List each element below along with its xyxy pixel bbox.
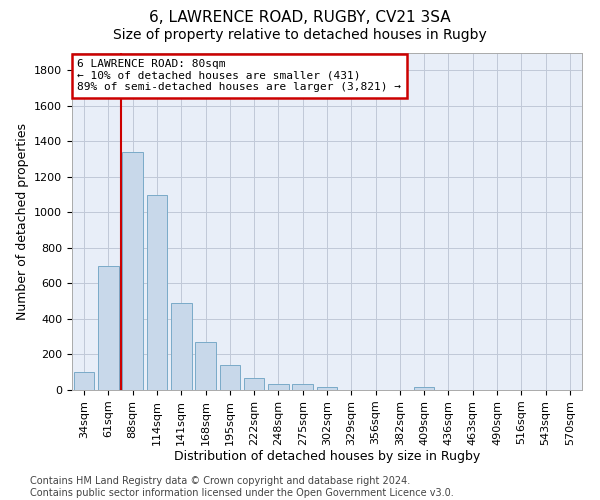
Bar [146,194,167,390]
X-axis label: Distribution of detached houses by size in Rugby: Distribution of detached houses by size … [174,450,480,464]
Text: Size of property relative to detached houses in Rugby: Size of property relative to detached ho… [113,28,487,42]
Bar [244,378,265,390]
Bar [195,342,216,390]
Text: 6, LAWRENCE ROAD, RUGBY, CV21 3SA: 6, LAWRENCE ROAD, RUGBY, CV21 3SA [149,10,451,25]
Bar [74,372,94,390]
Bar [292,384,313,390]
Bar [171,303,191,390]
Bar [220,365,240,390]
Y-axis label: Number of detached properties: Number of detached properties [16,122,29,320]
Bar [98,266,119,390]
Bar [414,387,434,390]
Text: 6 LAWRENCE ROAD: 80sqm
← 10% of detached houses are smaller (431)
89% of semi-de: 6 LAWRENCE ROAD: 80sqm ← 10% of detached… [77,59,401,92]
Bar [317,387,337,390]
Text: Contains HM Land Registry data © Crown copyright and database right 2024.
Contai: Contains HM Land Registry data © Crown c… [30,476,454,498]
Bar [122,152,143,390]
Bar [268,384,289,390]
